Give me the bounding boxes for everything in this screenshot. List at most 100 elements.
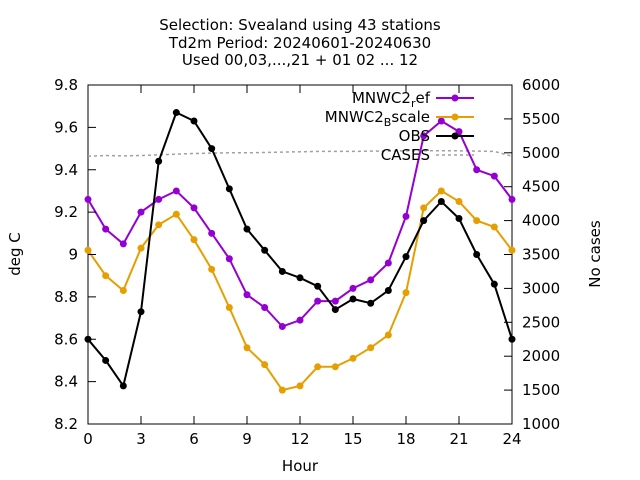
data-point-mnwc2-bscale [402,289,410,297]
series-mnwc2-ref [84,117,516,331]
data-point-obs [473,251,481,258]
y2-tick-label: 3500 [522,246,560,264]
data-point-obs [102,356,110,364]
data-point-mnwc2-bscale [384,331,392,339]
data-point-mnwc2-ref [243,291,251,299]
data-point-mnwc2-ref [208,229,216,237]
x-axis-label: Hour [282,457,319,475]
data-point-mnwc2-ref [102,225,110,233]
y-tick-label: 8.2 [54,415,78,433]
data-point-mnwc2-bscale [349,354,357,362]
x-tick-label: 12 [290,430,309,448]
y-tick-label: 9.4 [54,161,78,179]
data-point-mnwc2-bscale [119,287,127,295]
data-point-mnwc2-bscale [314,363,322,371]
y-axis-label: deg C [6,232,24,276]
data-point-mnwc2-bscale [261,361,269,369]
y-tick-label: 8.4 [54,373,78,391]
data-point-obs [455,214,463,222]
x-tick-label: 9 [242,430,252,448]
data-point-obs [278,267,286,275]
data-point-obs [190,117,198,125]
data-point-mnwc2-ref [296,316,304,324]
data-point-obs [208,145,216,153]
y-tick-label: 9.8 [54,76,78,94]
data-point-mnwc2-bscale [420,204,428,212]
x-tick-label: 0 [83,430,93,448]
data-point-obs [155,157,163,165]
series-line-cases [87,150,513,157]
data-point-mnwc2-bscale [137,244,145,252]
y-tick-label: 9.6 [54,118,78,136]
series-layer [84,109,516,394]
legend-marker-mnwc2-bscale [451,113,459,121]
data-point-mnwc2-bscale [490,223,498,231]
data-point-mnwc2-bscale [455,198,463,206]
x-tick-label: 3 [136,430,146,448]
data-point-obs [420,217,428,225]
data-point-mnwc2-ref [278,323,286,331]
data-point-obs [367,299,375,307]
data-point-mnwc2-ref [420,132,428,140]
y2-tick-label: 2500 [522,313,560,331]
title-line-1: Selection: Svealand using 43 stations [159,16,441,34]
data-point-mnwc2-ref [437,117,445,125]
data-point-mnwc2-bscale [437,187,445,195]
data-point-mnwc2-bscale [367,344,375,352]
data-point-mnwc2-bscale [155,221,163,229]
y-tick-label: 9 [68,246,78,264]
legend-marker-obs [451,132,459,140]
y2-axis-label: No cases [586,220,604,288]
data-point-mnwc2-ref [155,195,163,203]
data-point-mnwc2-ref [84,195,92,203]
data-point-mnwc2-ref [402,212,410,220]
data-point-obs [331,306,339,314]
series-mnwc2-bscale [84,187,516,394]
data-point-obs [243,225,251,233]
y2-tick-label: 2000 [522,347,560,365]
y2-tick-label: 1500 [522,381,560,399]
x-tick-label: 21 [449,430,468,448]
legend-label-mnwc2-ref: MNWC2ref [352,89,431,110]
x-tick-label: 15 [343,430,362,448]
data-point-obs [437,198,445,206]
data-point-mnwc2-bscale [296,382,304,390]
data-point-mnwc2-ref [261,303,269,311]
data-point-mnwc2-ref [349,284,357,292]
x-tick-label: 18 [396,430,415,448]
data-point-mnwc2-ref [137,208,145,216]
title-line-3: Used 00,03,...,21 + 01 02 ... 12 [182,51,418,69]
data-point-mnwc2-bscale [84,246,92,254]
series-obs [84,109,516,390]
x-tick-label: 6 [189,430,199,448]
legend-label-cases: CASES [381,146,430,164]
data-point-mnwc2-bscale [243,344,251,352]
series-cases [87,150,513,157]
y2-tick-label: 5000 [522,144,560,162]
data-point-mnwc2-ref [172,187,180,195]
data-point-mnwc2-bscale [331,363,339,371]
data-point-mnwc2-ref [119,240,127,248]
data-point-obs [261,246,269,254]
data-point-mnwc2-ref [508,195,516,203]
y2-tick-label: 3000 [522,279,560,297]
data-point-obs [172,109,180,117]
data-point-obs [119,382,127,390]
x-tick-label: 24 [502,430,521,448]
data-point-mnwc2-bscale [508,246,516,254]
data-point-mnwc2-bscale [208,265,216,273]
series-line-obs [87,111,513,389]
data-point-mnwc2-bscale [172,210,180,218]
data-point-obs [314,282,322,290]
y-tick-label: 8.8 [54,288,78,306]
data-point-obs [225,185,233,193]
data-point-mnwc2-bscale [473,217,481,225]
chart-title: Selection: Svealand using 43 stations Td… [159,16,441,69]
data-point-mnwc2-ref [384,259,392,267]
y2-tick-label: 5500 [522,110,560,128]
data-point-obs [296,274,304,282]
y2-tick-label: 1000 [522,415,560,433]
y-tick-label: 9.2 [54,203,78,221]
